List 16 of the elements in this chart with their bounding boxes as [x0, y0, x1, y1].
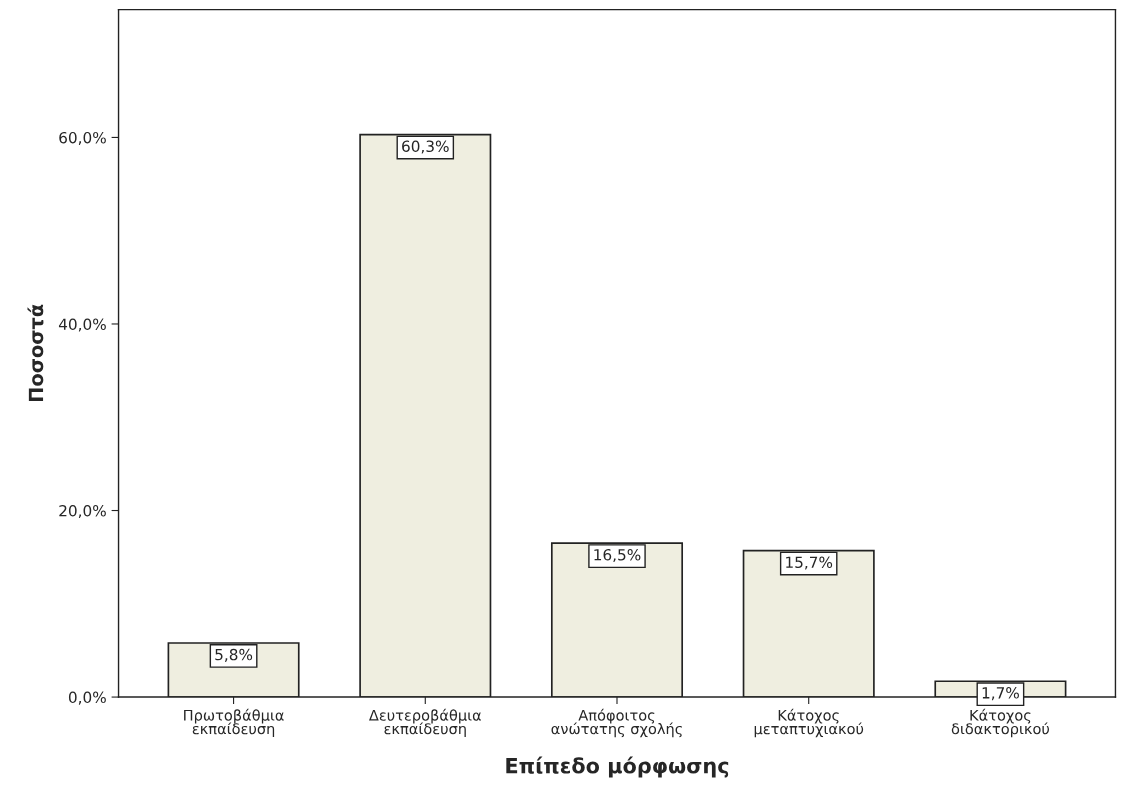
data-label: 5,8%: [215, 648, 253, 662]
y-tick-label: 40,0%: [58, 318, 106, 332]
x-tick-label: Κάτοχος διδακτορικού: [951, 708, 1049, 738]
data-label: 60,3%: [402, 140, 449, 154]
y-axis-title: Ποσοστά: [27, 304, 44, 402]
y-tick-label: 20,0%: [59, 504, 106, 519]
x-tick-label: Κάτοχος μεταπτυχιακού: [754, 708, 864, 738]
x-axis-title: Επίπεδο μόρφωσης: [506, 756, 729, 778]
x-tick-label: Πρωτοβάθμια εκπαίδευση: [184, 708, 284, 738]
y-tick-label: 60,0%: [59, 131, 106, 146]
data-label: 15,7%: [786, 556, 833, 570]
data-label: 1,7%: [982, 687, 1019, 701]
data-label: 16,5%: [594, 548, 641, 563]
y-tick-label: 0,0%: [68, 691, 106, 705]
x-tick-label: Δευτεροβάθμια εκπαίδευση: [369, 708, 481, 738]
x-tick-label: Απόφοιτος ανώτατης σχολής: [551, 708, 682, 738]
